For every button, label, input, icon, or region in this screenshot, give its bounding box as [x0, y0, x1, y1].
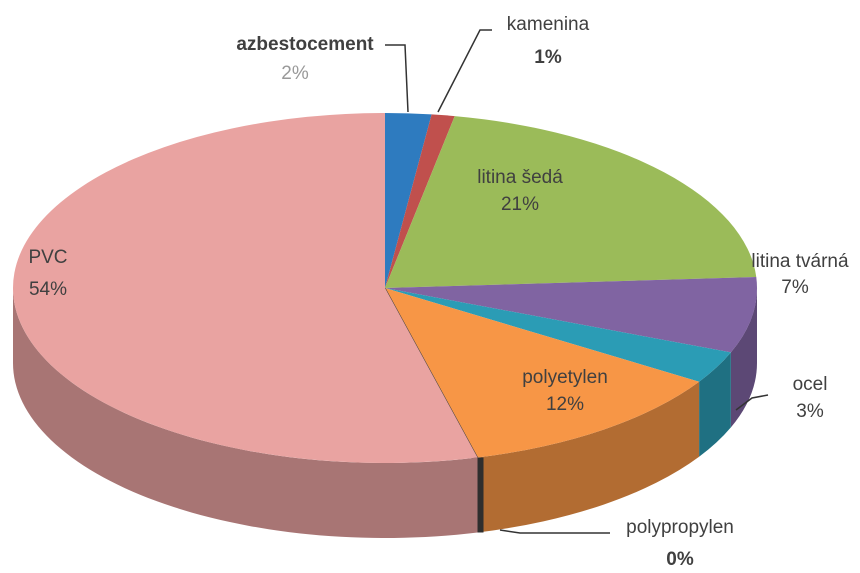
slice-label: ocel — [793, 374, 828, 395]
leader-line — [499, 529, 610, 534]
pie-slice-side — [477, 381, 700, 533]
slice-label: azbestocement — [236, 34, 374, 55]
pie-slice-side — [13, 288, 478, 538]
pie-slice — [385, 116, 757, 288]
pie-slice-side — [699, 352, 731, 457]
slice-value-label: 2% — [281, 63, 309, 84]
slice-value-label: 7% — [781, 277, 809, 298]
slice-label: litina tvárná — [751, 251, 849, 272]
slice-value-label: 12% — [546, 394, 584, 415]
pie-slice — [385, 288, 731, 382]
slice-label: PVC — [28, 247, 67, 268]
pie-slice — [385, 114, 455, 288]
slice-value-label: 3% — [796, 401, 824, 422]
slice-value-label: 0% — [666, 549, 694, 570]
slice-value-label: 1% — [534, 47, 562, 68]
leader-line — [735, 394, 769, 411]
leader-line — [385, 44, 409, 113]
slice-label: polypropylen — [626, 517, 734, 538]
slice-label: kamenina — [507, 14, 590, 35]
slice-label: polyetylen — [522, 367, 608, 388]
slice-label: litina šedá — [477, 167, 563, 188]
pie-slice-side — [730, 288, 757, 428]
pie-slice — [385, 277, 757, 353]
slice-value-label: 21% — [501, 194, 539, 215]
pie-slice — [12, 113, 478, 463]
pie-slice — [385, 288, 700, 458]
pie-slice — [385, 113, 432, 288]
slice-value-label: 54% — [29, 279, 67, 300]
leader-line — [437, 29, 492, 113]
